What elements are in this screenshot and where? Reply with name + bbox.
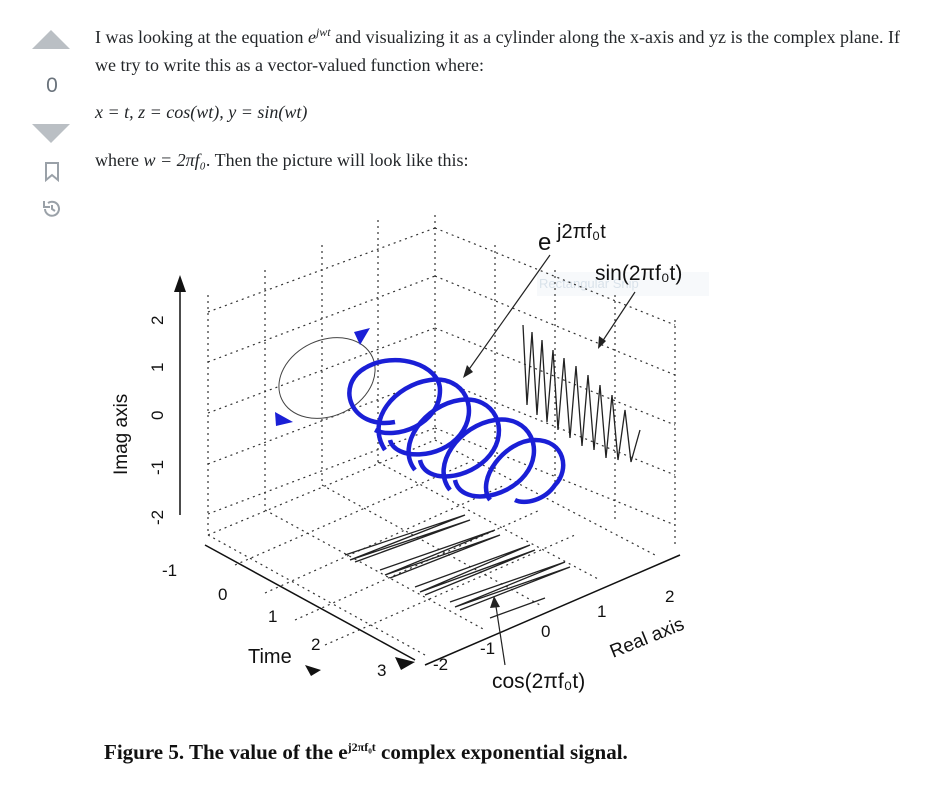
time-arrow <box>305 665 321 676</box>
real-axis-label: Real axis <box>607 614 687 663</box>
grid-lines <box>207 215 676 656</box>
arrow-up-icon[interactable] <box>32 30 70 49</box>
pointer-lines <box>464 254 636 666</box>
label-cos: cos(2πf₀t) <box>492 670 585 693</box>
intro-text-after: and visualizing it as a cylinder along t… <box>95 27 900 75</box>
label-e: e <box>538 229 551 256</box>
axes <box>179 285 681 666</box>
imag-tick: 2 <box>148 316 167 325</box>
imag-ticks: 2 1 0 -1 -2 <box>148 316 167 525</box>
real-ticks: -2 -1 0 1 2 <box>433 587 674 674</box>
intro-equation-base: e <box>307 27 316 47</box>
real-tick: -2 <box>433 655 448 674</box>
caption-prefix: Figure 5. The value of the e <box>104 740 348 764</box>
figure-svg: e j2πf₀t sin(2πf₀t) cos(2πf₀t) Imag axis… <box>111 215 687 693</box>
history-icon[interactable] <box>40 197 64 226</box>
real-tick: 1 <box>597 602 606 621</box>
time-tick: 3 <box>377 661 386 680</box>
intro-equation: ejwt <box>307 25 331 47</box>
intro-paragraph: I was looking at the equation ejwt and v… <box>95 18 905 79</box>
imag-tick: 0 <box>148 411 167 420</box>
real-tick: 0 <box>541 622 550 641</box>
caption-suffix: complex exponential signal. <box>375 740 628 764</box>
label-e-exponent: j2πf₀t <box>556 221 606 243</box>
intro-equation-exponent: jwt <box>315 25 331 39</box>
time-tick: 1 <box>268 607 277 626</box>
where-text: where <box>95 150 144 170</box>
time-tick: 2 <box>311 635 320 654</box>
imag-axis-arrow <box>174 275 186 292</box>
time-tick: -1 <box>162 561 177 580</box>
time-axis-arrow <box>395 657 415 670</box>
snip-overlay: Rectangular Snip <box>537 272 709 296</box>
vote-count: 0 <box>46 74 58 97</box>
real-tick: -1 <box>480 639 495 658</box>
intro-text-before: I was looking at the equation <box>95 27 308 47</box>
vector-equation: x = t, z = cos(wt), y = sin(wt) <box>95 102 308 122</box>
caption-exponent: j2πf₀t <box>347 740 376 754</box>
arrow-down-icon[interactable] <box>32 124 70 143</box>
post-body: I was looking at the equation ejwt and v… <box>95 18 905 296</box>
imag-axis-label: Imag axis <box>111 394 132 475</box>
time-tick: 0 <box>218 585 227 604</box>
where-text-after: . Then the picture will look like this: <box>205 150 469 170</box>
pointer-arrow-cos <box>490 596 500 608</box>
label-sin: sin(2πf₀t) <box>595 262 682 285</box>
figure-caption: Figure 5. The value of the ej2πf₀t compl… <box>104 740 628 765</box>
imag-tick: -1 <box>148 460 167 475</box>
time-ticks: -1 0 1 2 3 <box>162 561 386 680</box>
imag-tick: -2 <box>148 510 167 525</box>
figure-image: e j2πf₀t sin(2πf₀t) cos(2πf₀t) Imag axis… <box>95 200 735 720</box>
pointer-arrow-helix <box>463 365 473 378</box>
bookmark-icon[interactable] <box>44 162 60 187</box>
real-tick: 2 <box>665 587 674 606</box>
sin-wave <box>522 324 641 463</box>
rotation-arrow-bottom <box>275 412 293 426</box>
helix-curve <box>347 357 566 505</box>
where-paragraph: where w = 2πf₀. Then the picture will lo… <box>95 146 709 296</box>
pointer-arrow-sin <box>598 336 606 349</box>
time-label: Time <box>248 646 292 668</box>
cos-wave <box>344 514 571 619</box>
rotation-arrow-top <box>354 328 370 345</box>
where-equation: w = 2πf₀ <box>143 150 206 170</box>
rotation-circle <box>278 337 376 419</box>
imag-tick: 1 <box>148 363 167 372</box>
